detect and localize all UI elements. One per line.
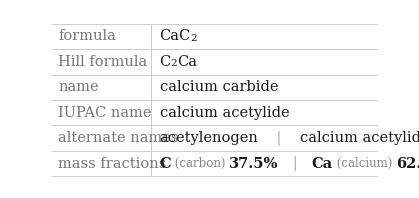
Text: 37.5%: 37.5% [230, 156, 279, 170]
Text: alternate names: alternate names [58, 131, 179, 145]
Text: Ca: Ca [312, 156, 333, 170]
Text: 2: 2 [171, 59, 177, 68]
Text: calcium acetylide: calcium acetylide [300, 131, 419, 145]
Text: calcium carbide: calcium carbide [160, 80, 278, 94]
Text: calcium acetylide: calcium acetylide [160, 106, 289, 120]
Text: C: C [160, 55, 171, 69]
Text: (calcium): (calcium) [333, 157, 396, 170]
Text: name: name [58, 80, 99, 94]
Text: acetylenogen: acetylenogen [160, 131, 259, 145]
Text: CaC: CaC [160, 30, 191, 44]
Text: mass fractions: mass fractions [58, 156, 167, 170]
Text: Hill formula: Hill formula [58, 55, 147, 69]
Text: IUPAC name: IUPAC name [58, 106, 152, 120]
Text: |: | [279, 156, 312, 171]
Text: formula: formula [58, 30, 116, 44]
Text: C: C [160, 156, 171, 170]
Text: Ca: Ca [177, 55, 197, 69]
Text: (carbon): (carbon) [171, 157, 230, 170]
Text: |: | [259, 131, 300, 146]
Text: 62.5%: 62.5% [396, 156, 419, 170]
Text: 2: 2 [191, 34, 197, 43]
